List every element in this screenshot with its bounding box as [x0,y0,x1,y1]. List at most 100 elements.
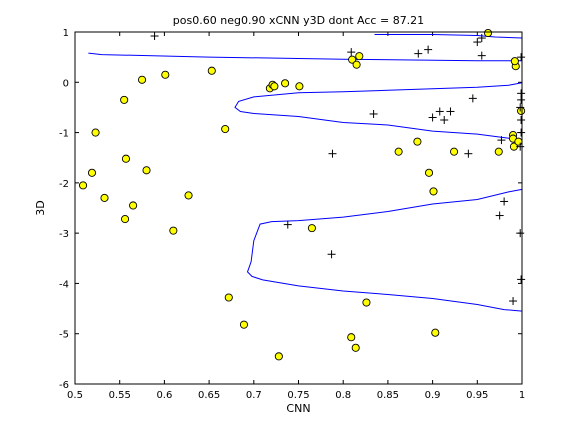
y-tick-label: -3 [59,229,69,240]
circle-point [120,95,129,104]
y-tick-label: -4 [59,279,69,290]
x-tick-label: 0.8 [335,390,351,401]
circle-point [161,70,170,79]
circle-point [347,333,356,342]
plus-point [369,109,378,118]
circle-point [514,137,523,146]
axes-frame [74,31,523,385]
circle-point [483,28,493,38]
y-tick-label: -2 [59,179,69,190]
x-tick-label: 0.9 [425,390,441,401]
x-tick-label: 0.65 [198,390,220,401]
plus-point [414,49,423,58]
x-axis-label: CNN [286,402,310,415]
chart-title: pos0.60 neg0.90 xCNN y3D dont Acc = 87.2… [173,14,424,27]
axis-ticks: 0.5 0.55 0.6 0.65 0.7 0.75 0.8 0.85 0.9 0.95 1 -6 -5… [59,28,525,401]
x-tick-label: 1 [519,390,525,401]
circle-point [510,57,519,66]
circle-point [281,79,290,88]
circle-point [239,320,249,329]
circle-point [91,128,100,137]
circle-point [394,147,403,156]
plus-point [424,45,433,54]
circle-point [274,352,283,361]
plus-point [440,116,449,124]
x-tick-label: 0.75 [287,390,309,401]
circle-point [494,147,503,156]
circle-point [413,137,422,146]
plus-point [500,197,509,206]
circle-point [429,187,438,196]
plus-point [428,113,437,122]
plus-point [497,136,506,145]
plus-point [495,211,504,220]
circle-point [78,181,88,190]
plus-point [150,32,159,41]
circle-point [121,154,131,163]
y-tick-label: -1 [59,129,69,140]
boundary-line [234,82,523,141]
circle-point [221,125,230,134]
y-tick-label: -6 [59,380,69,391]
decision-boundaries [88,34,523,312]
x-tick-label: 0.55 [109,390,131,401]
circle-point [184,191,193,200]
circle-point [362,298,371,307]
plus-point [328,149,337,158]
circle-point [348,55,357,64]
circle-point [431,328,440,337]
circle-point [129,201,138,210]
plus-point [516,142,525,151]
circle-point [169,226,178,235]
circle-point [142,166,151,175]
boundary-line [246,188,523,312]
circle-point [355,52,364,61]
y-tick-label: -5 [59,330,69,341]
circle-point [351,343,360,352]
x-tick-label: 0.7 [246,390,262,401]
plus-point [464,149,473,158]
circle-point [295,82,304,91]
circle-point [207,66,216,75]
axes-background [75,32,522,384]
plus-point [347,48,356,57]
plus-point [327,250,336,259]
plus-point [435,107,444,116]
plus-point [516,229,525,238]
plus-point [516,103,525,112]
boundary-line [374,34,523,39]
x-tick-label: 0.85 [377,390,399,401]
plus-point [517,95,526,104]
circle-point [450,147,459,156]
plus-point [477,34,486,43]
circle-point [137,75,147,84]
circle-point [307,224,316,233]
plus-point [517,275,526,284]
plus-point [517,116,526,124]
plus-point [477,51,486,60]
y-tick-label: 0 [63,78,69,89]
boundary-line [88,52,522,62]
y-tick-label: 1 [63,28,69,39]
circle-point [87,168,97,177]
plus-point [468,94,477,103]
circle-point [100,193,109,202]
plus-point [517,53,526,62]
plus-point [473,38,482,47]
plus-point [283,220,292,229]
circle-point [352,60,361,69]
x-tick-label: 0.5 [67,390,83,401]
x-tick-label: 0.95 [466,390,488,401]
circle-point [270,82,279,91]
plus-point [509,297,518,306]
y-axis-label: 3D [34,200,47,215]
plus-point [517,128,526,137]
circle-point [424,168,434,177]
plus-point [446,107,455,116]
data-points [78,28,526,361]
circle-point [224,293,233,302]
circle-point [121,215,130,224]
x-tick-label: 0.6 [156,390,172,401]
circle-point [517,106,526,115]
